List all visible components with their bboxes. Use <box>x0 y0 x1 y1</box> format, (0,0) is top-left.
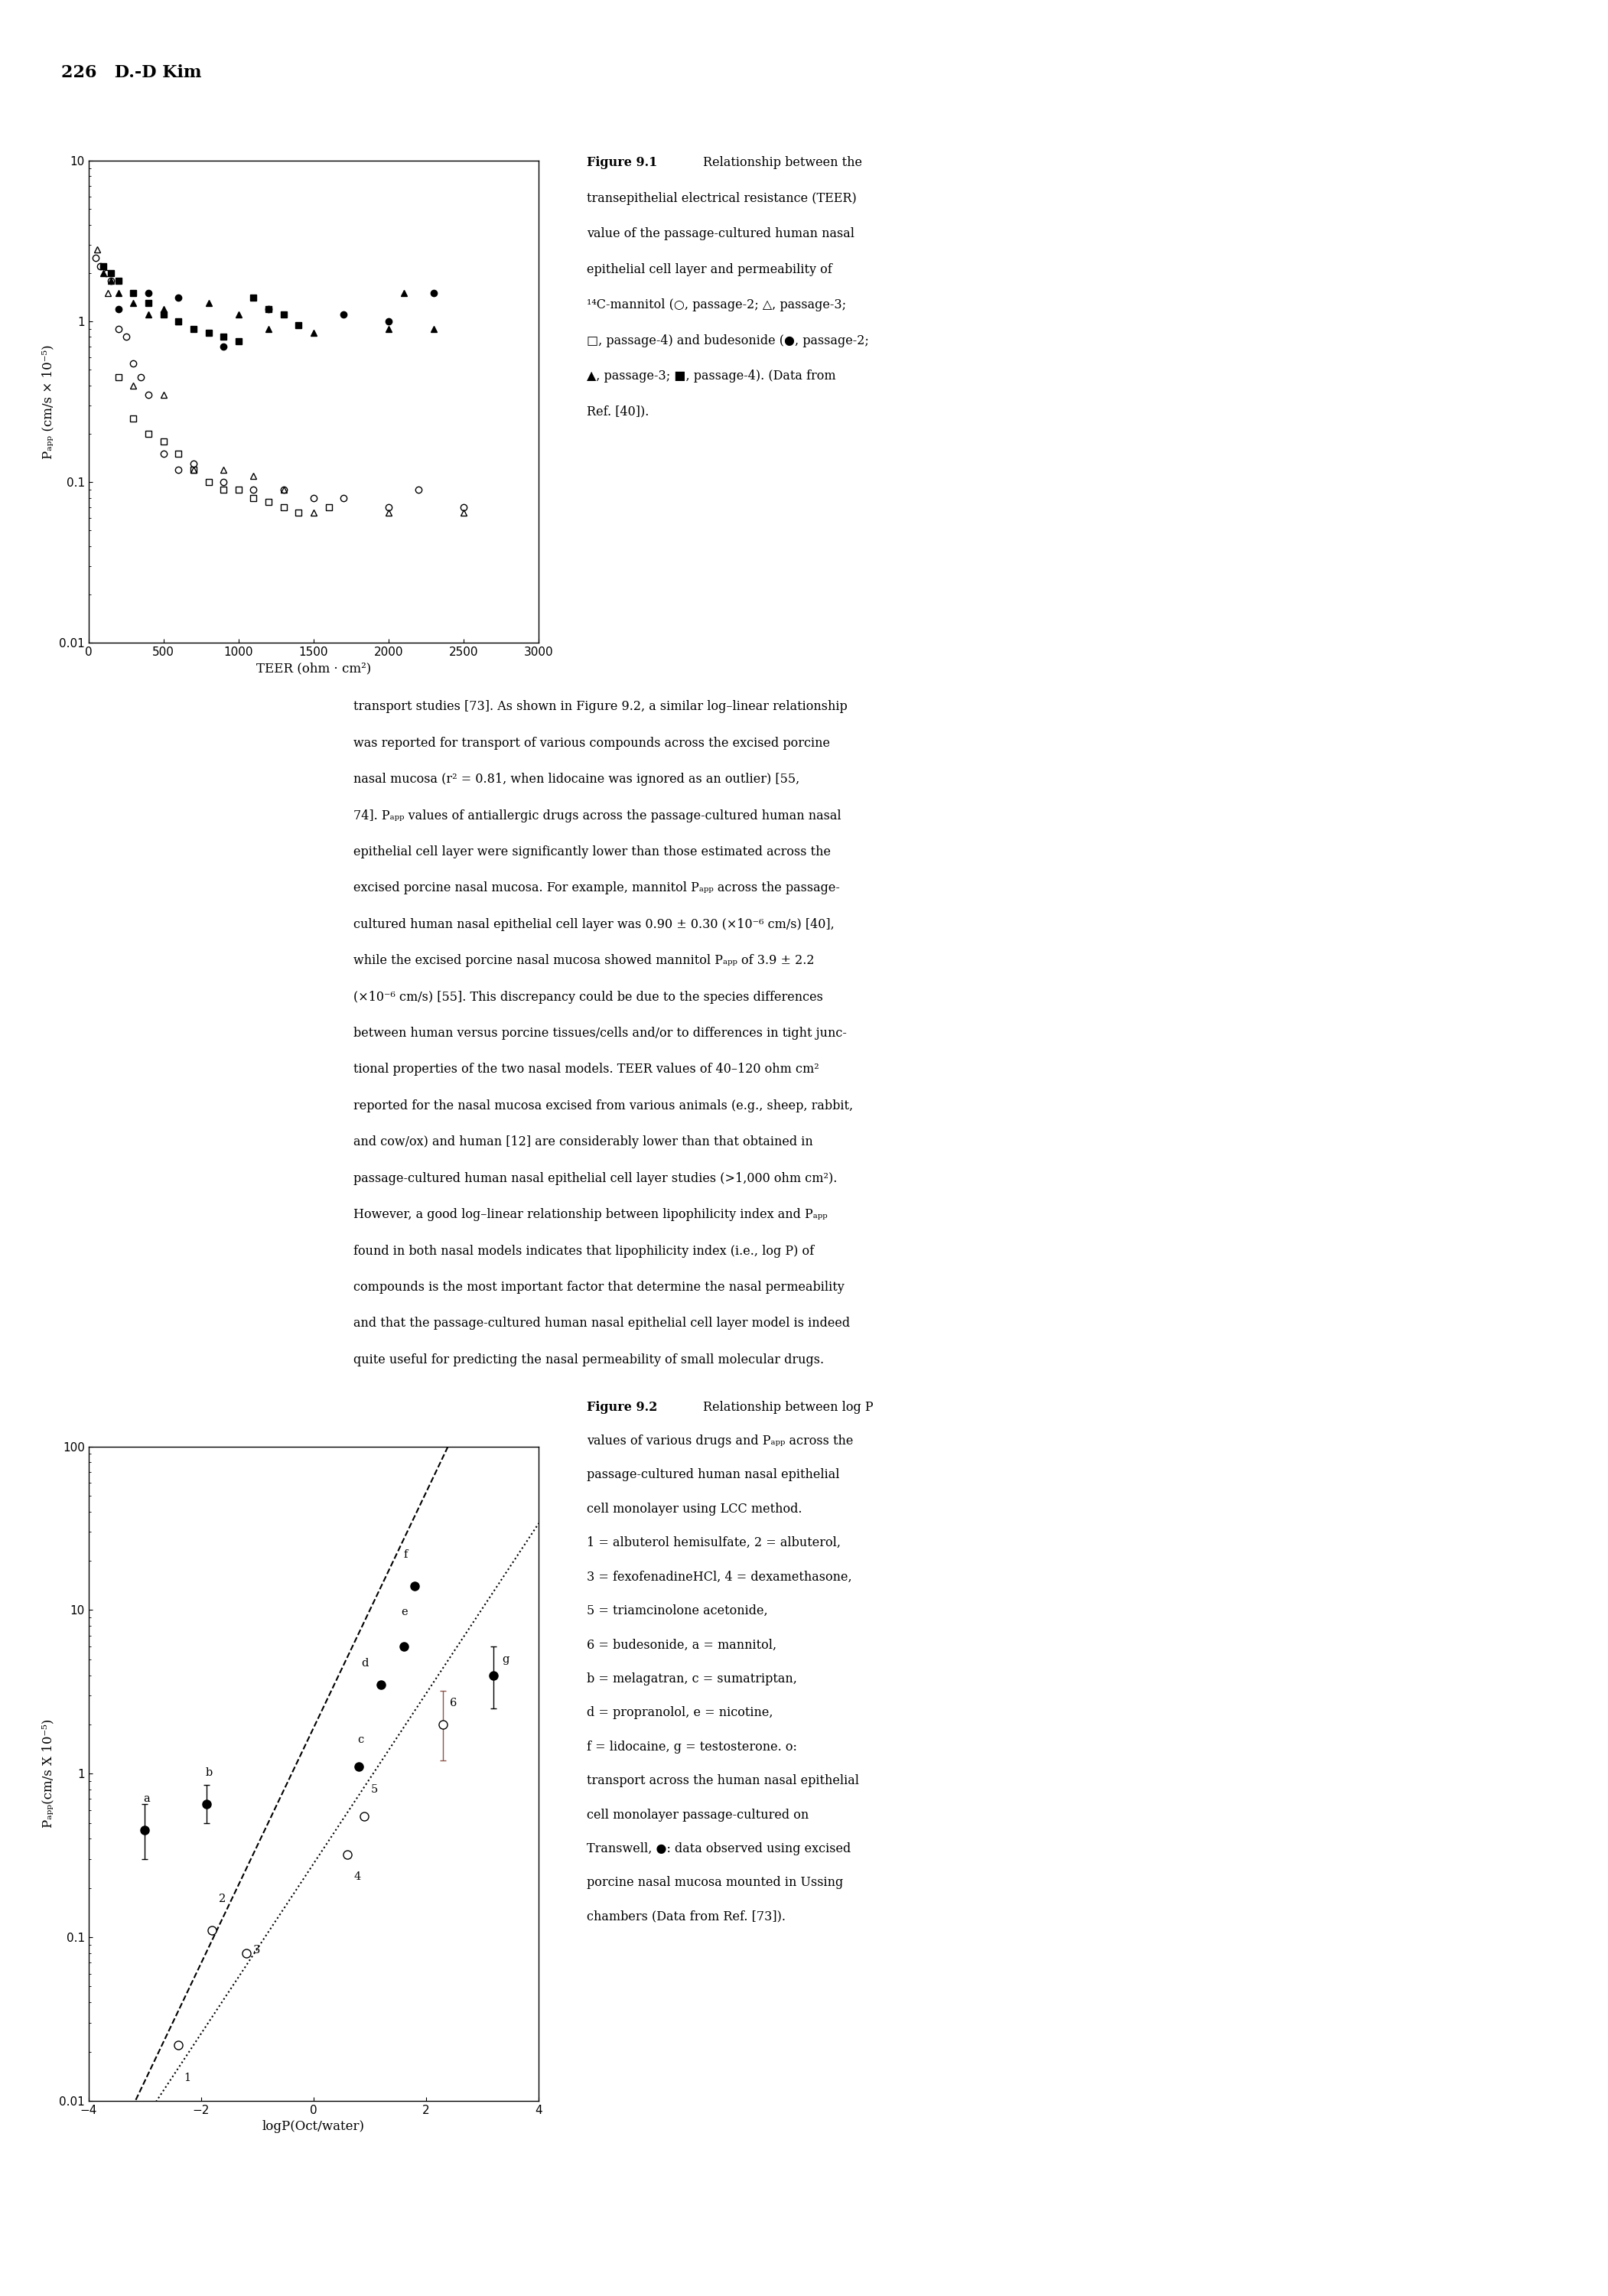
Text: □, passage-4) and budesonide (●, passage-2;: □, passage-4) and budesonide (●, passage… <box>587 333 868 347</box>
Text: d = propranolol, e = nicotine,: d = propranolol, e = nicotine, <box>587 1706 773 1720</box>
Text: Figure 9.2: Figure 9.2 <box>587 1401 658 1414</box>
Text: quite useful for predicting the nasal permeability of small molecular drugs.: quite useful for predicting the nasal pe… <box>354 1352 825 1366</box>
Text: f = lidocaine, g = testosterone. o:: f = lidocaine, g = testosterone. o: <box>587 1740 798 1754</box>
Text: while the excised porcine nasal mucosa showed mannitol Pₐₚₚ of 3.9 ± 2.2: while the excised porcine nasal mucosa s… <box>354 955 815 967</box>
Y-axis label: Pₐₚₚ(cm/s X 10⁻⁵): Pₐₚₚ(cm/s X 10⁻⁵) <box>42 1720 55 1828</box>
Text: 74]. Pₐₚₚ values of antiallergic drugs across the passage-cultured human nasal: 74]. Pₐₚₚ values of antiallergic drugs a… <box>354 808 841 822</box>
Text: 226   D.-D Kim: 226 D.-D Kim <box>61 64 201 80</box>
Text: nasal mucosa (r² = 0.81, when lidocaine was ignored as an outlier) [55,: nasal mucosa (r² = 0.81, when lidocaine … <box>354 774 799 785</box>
Text: Transwell, ●: data observed using excised: Transwell, ●: data observed using excise… <box>587 1841 851 1855</box>
Text: porcine nasal mucosa mounted in Ussing: porcine nasal mucosa mounted in Ussing <box>587 1876 843 1890</box>
Text: transport across the human nasal epithelial: transport across the human nasal epithel… <box>587 1775 859 1786</box>
Text: 3: 3 <box>252 1945 260 1956</box>
Text: c: c <box>357 1733 363 1745</box>
Text: 4: 4 <box>354 1871 362 1883</box>
Text: 3 = fexofenadineHCl, 4 = dexamethasone,: 3 = fexofenadineHCl, 4 = dexamethasone, <box>587 1570 852 1584</box>
Text: 1: 1 <box>185 2073 191 2082</box>
Text: passage-cultured human nasal epithelial: passage-cultured human nasal epithelial <box>587 1469 839 1481</box>
Text: 2: 2 <box>219 1894 227 1903</box>
Text: 1 = albuterol hemisulfate, 2 = albuterol,: 1 = albuterol hemisulfate, 2 = albuterol… <box>587 1536 841 1550</box>
Text: tional properties of the two nasal models. TEER values of 40–120 ohm cm²: tional properties of the two nasal model… <box>354 1063 820 1077</box>
Text: between human versus porcine tissues/cells and/or to differences in tight junc-: between human versus porcine tissues/cel… <box>354 1026 847 1040</box>
Text: 5 = triamcinolone acetonide,: 5 = triamcinolone acetonide, <box>587 1605 769 1616</box>
Text: chambers (Data from Ref. [73]).: chambers (Data from Ref. [73]). <box>587 1910 786 1924</box>
Text: f: f <box>404 1550 408 1559</box>
Text: and cow/ox) and human [12] are considerably lower than that obtained in: and cow/ox) and human [12] are considera… <box>354 1137 814 1148</box>
Text: e: e <box>400 1607 407 1616</box>
Text: b: b <box>206 1768 212 1777</box>
Text: 6: 6 <box>450 1697 457 1708</box>
Text: However, a good log–linear relationship between lipophilicity index and Pₐₚₚ: However, a good log–linear relationship … <box>354 1208 828 1221</box>
Text: Relationship between log P: Relationship between log P <box>703 1401 873 1414</box>
Text: excised porcine nasal mucosa. For example, mannitol Pₐₚₚ across the passage-: excised porcine nasal mucosa. For exampl… <box>354 882 841 895</box>
Text: ▲, passage-3; ■, passage-4). (Data from: ▲, passage-3; ■, passage-4). (Data from <box>587 370 836 383</box>
Text: compounds is the most important factor that determine the nasal permeability: compounds is the most important factor t… <box>354 1281 844 1293</box>
Text: epithelial cell layer and permeability of: epithelial cell layer and permeability o… <box>587 262 833 276</box>
Y-axis label: Pₐₚₚ (cm/s × 10⁻⁵): Pₐₚₚ (cm/s × 10⁻⁵) <box>42 344 55 459</box>
Text: reported for the nasal mucosa excised from various animals (e.g., sheep, rabbit,: reported for the nasal mucosa excised fr… <box>354 1100 854 1111</box>
X-axis label: TEER (ohm · cm²): TEER (ohm · cm²) <box>256 661 371 675</box>
Text: cell monolayer using LCC method.: cell monolayer using LCC method. <box>587 1502 802 1515</box>
Text: and that the passage-cultured human nasal epithelial cell layer model is indeed: and that the passage-cultured human nasa… <box>354 1318 851 1329</box>
Text: 5: 5 <box>371 1784 378 1795</box>
Text: passage-cultured human nasal epithelial cell layer studies (>1,000 ohm cm²).: passage-cultured human nasal epithelial … <box>354 1171 838 1185</box>
Text: transport studies [73]. As shown in Figure 9.2, a similar log–linear relationshi: transport studies [73]. As shown in Figu… <box>354 700 847 714</box>
Text: b = melagatran, c = sumatriptan,: b = melagatran, c = sumatriptan, <box>587 1671 798 1685</box>
Text: Ref. [40]).: Ref. [40]). <box>587 404 650 418</box>
Text: g: g <box>502 1653 510 1665</box>
Text: cell monolayer passage-cultured on: cell monolayer passage-cultured on <box>587 1809 809 1821</box>
Text: values of various drugs and Pₐₚₚ across the: values of various drugs and Pₐₚₚ across … <box>587 1435 854 1446</box>
Text: Relationship between the: Relationship between the <box>703 156 862 170</box>
Text: a: a <box>143 1793 150 1805</box>
Text: found in both nasal models indicates that lipophilicity index (i.e., log P) of: found in both nasal models indicates tha… <box>354 1244 814 1258</box>
Text: Figure 9.1: Figure 9.1 <box>587 156 658 170</box>
Text: ¹⁴C-mannitol (○, passage-2; △, passage-3;: ¹⁴C-mannitol (○, passage-2; △, passage-3… <box>587 298 846 312</box>
Text: epithelial cell layer were significantly lower than those estimated across the: epithelial cell layer were significantly… <box>354 845 831 859</box>
Text: was reported for transport of various compounds across the excised porcine: was reported for transport of various co… <box>354 737 830 748</box>
Text: cultured human nasal epithelial cell layer was 0.90 ± 0.30 (×10⁻⁶ cm/s) [40],: cultured human nasal epithelial cell lay… <box>354 918 835 930</box>
Text: (×10⁻⁶ cm/s) [55]. This discrepancy could be due to the species differences: (×10⁻⁶ cm/s) [55]. This discrepancy coul… <box>354 990 823 1003</box>
Text: 6 = budesonide, a = mannitol,: 6 = budesonide, a = mannitol, <box>587 1639 777 1651</box>
Text: d: d <box>362 1658 368 1669</box>
Text: transepithelial electrical resistance (TEER): transepithelial electrical resistance (T… <box>587 191 857 204</box>
X-axis label: logP(Oct/water): logP(Oct/water) <box>262 2119 365 2133</box>
Text: value of the passage-cultured human nasal: value of the passage-cultured human nasa… <box>587 227 855 241</box>
